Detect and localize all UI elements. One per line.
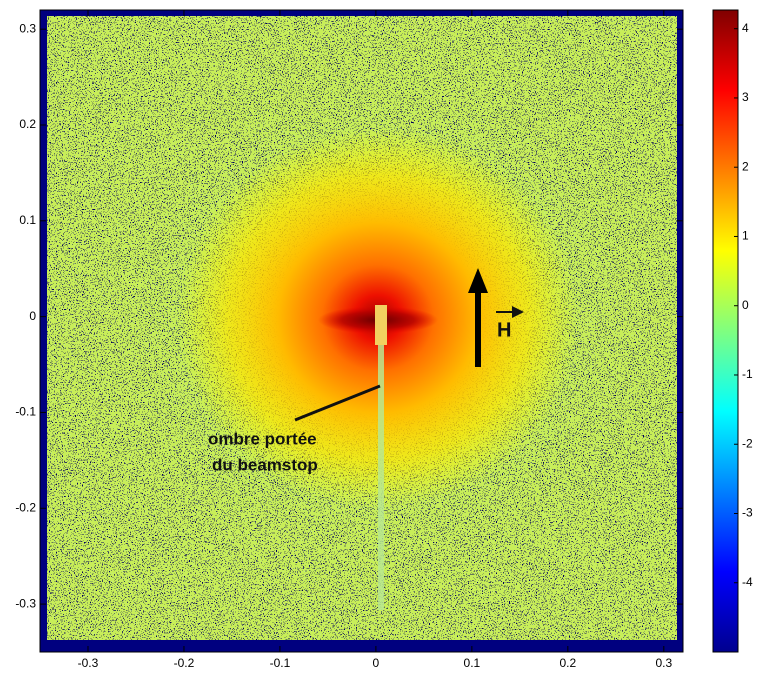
x-tick-label: 0 bbox=[373, 656, 380, 670]
colorbar-tick-label: 1 bbox=[742, 229, 749, 243]
colorbar-tick-label: 0 bbox=[742, 298, 749, 312]
x-tick-label: 0.1 bbox=[464, 656, 481, 670]
field-arrow-head bbox=[468, 268, 488, 293]
x-tick-label: -0.3 bbox=[78, 656, 99, 670]
y-tick-label: -0.1 bbox=[15, 405, 36, 419]
x-tick-label: -0.2 bbox=[174, 656, 195, 670]
y-tick-label: 0 bbox=[29, 309, 36, 323]
y-tick-label: 0.2 bbox=[19, 117, 36, 131]
y-tick-label: 0.1 bbox=[19, 213, 36, 227]
colorbar-tick-label: 4 bbox=[742, 21, 749, 35]
y-tick-label: -0.3 bbox=[15, 596, 36, 610]
colorbar-tick-label: 2 bbox=[742, 159, 749, 173]
colorbar bbox=[713, 10, 738, 652]
x-tick-label: 0.3 bbox=[655, 656, 672, 670]
annotation: H bbox=[497, 319, 511, 341]
x-tick-label: -0.1 bbox=[270, 656, 291, 670]
colorbar-tick-label: -2 bbox=[742, 436, 753, 450]
y-tick-label: 0.3 bbox=[19, 21, 36, 35]
colorbar-tick-label: 3 bbox=[742, 90, 749, 104]
colorbar-tick-label: -1 bbox=[742, 367, 753, 381]
annotation: ombre portée bbox=[208, 429, 317, 448]
annotation-line bbox=[294, 384, 381, 422]
colorbar-tick-label: -4 bbox=[742, 575, 753, 589]
y-tick-label: -0.2 bbox=[15, 500, 36, 514]
annotation: du beamstop bbox=[212, 455, 318, 474]
plot-frame bbox=[39, 9, 684, 653]
x-tick-label: 0.2 bbox=[559, 656, 576, 670]
detector-image bbox=[40, 10, 683, 652]
colorbar-tick-label: -3 bbox=[742, 506, 753, 520]
colorbar-frame bbox=[712, 9, 739, 653]
